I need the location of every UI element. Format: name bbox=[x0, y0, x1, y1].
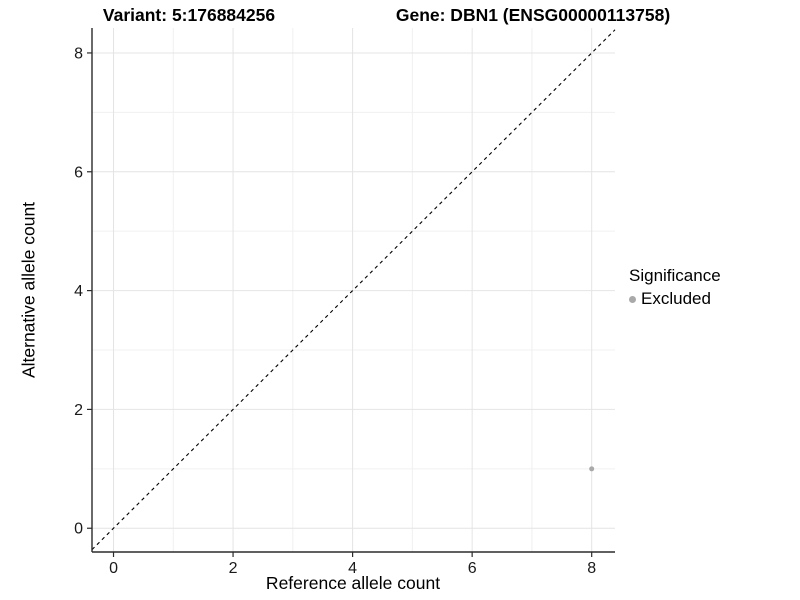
plot-title-variant: Variant: 5:176884256 bbox=[102, 5, 276, 25]
y-tick-label: 8 bbox=[74, 45, 83, 62]
x-tick-label: 0 bbox=[109, 560, 118, 577]
data-point bbox=[589, 466, 595, 472]
y-axis-title: Alternative allele count bbox=[18, 201, 39, 379]
y-tick-label: 0 bbox=[74, 521, 83, 538]
legend-item-excluded: Excluded bbox=[629, 289, 721, 309]
x-axis-title: Reference allele count bbox=[265, 573, 441, 593]
legend: Significance Excluded bbox=[629, 266, 721, 309]
y-tick-label: 2 bbox=[74, 402, 83, 419]
legend-title: Significance bbox=[629, 266, 721, 285]
legend-point-swatch bbox=[629, 295, 636, 303]
x-tick-label: 8 bbox=[587, 560, 596, 577]
x-tick-label: 4 bbox=[348, 560, 357, 577]
plot-title-gene: Gene: DBN1 (ENSG00000113758) bbox=[395, 5, 671, 25]
identity-line bbox=[91, 29, 616, 551]
x-tick-label: 6 bbox=[468, 560, 477, 577]
y-tick-label: 6 bbox=[74, 164, 83, 181]
x-tick-label: 2 bbox=[229, 560, 238, 577]
legend-item-label: Excluded bbox=[641, 289, 711, 308]
y-tick-label: 4 bbox=[74, 283, 83, 300]
